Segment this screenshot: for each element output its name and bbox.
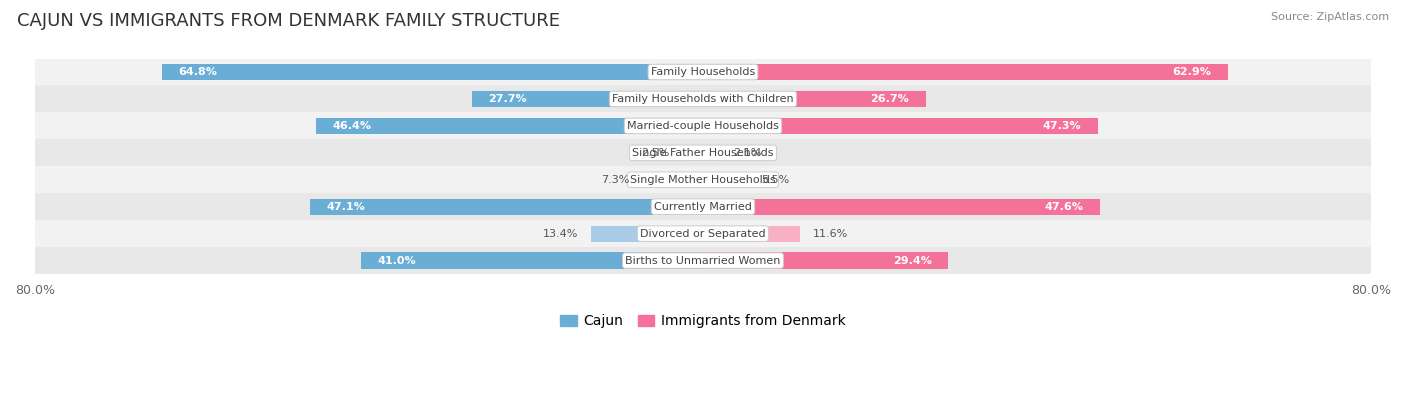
Bar xyxy=(35,247,1371,274)
Text: 47.3%: 47.3% xyxy=(1043,121,1081,131)
Text: Currently Married: Currently Married xyxy=(654,202,752,212)
Bar xyxy=(591,226,703,242)
Bar xyxy=(703,118,1098,134)
Bar xyxy=(471,91,703,107)
Text: 47.6%: 47.6% xyxy=(1045,202,1084,212)
Text: Single Mother Households: Single Mother Households xyxy=(630,175,776,185)
Text: Family Households with Children: Family Households with Children xyxy=(612,94,794,104)
Text: Source: ZipAtlas.com: Source: ZipAtlas.com xyxy=(1271,12,1389,22)
Text: Births to Unmarried Women: Births to Unmarried Women xyxy=(626,256,780,265)
Text: 64.8%: 64.8% xyxy=(179,67,218,77)
Text: Single Father Households: Single Father Households xyxy=(633,148,773,158)
Text: Divorced or Separated: Divorced or Separated xyxy=(640,229,766,239)
Bar xyxy=(162,64,703,80)
Text: 27.7%: 27.7% xyxy=(488,94,527,104)
Bar xyxy=(35,139,1371,166)
Bar xyxy=(703,172,749,188)
Bar xyxy=(35,58,1371,85)
Bar xyxy=(309,199,703,215)
Text: 26.7%: 26.7% xyxy=(870,94,910,104)
Text: Married-couple Households: Married-couple Households xyxy=(627,121,779,131)
Bar xyxy=(35,113,1371,139)
Bar xyxy=(703,199,1101,215)
Bar xyxy=(703,145,720,161)
Bar xyxy=(703,252,949,269)
Bar xyxy=(361,252,703,269)
Text: 47.1%: 47.1% xyxy=(326,202,366,212)
Text: 2.5%: 2.5% xyxy=(641,148,669,158)
Text: 13.4%: 13.4% xyxy=(543,229,579,239)
Bar xyxy=(35,220,1371,247)
Bar xyxy=(643,172,703,188)
Bar xyxy=(703,226,800,242)
Text: 7.3%: 7.3% xyxy=(602,175,630,185)
Bar xyxy=(35,85,1371,113)
Text: 41.0%: 41.0% xyxy=(377,256,416,265)
Text: 62.9%: 62.9% xyxy=(1173,67,1212,77)
Bar xyxy=(35,193,1371,220)
Bar xyxy=(703,64,1229,80)
Bar xyxy=(35,166,1371,193)
Text: 11.6%: 11.6% xyxy=(813,229,848,239)
Bar xyxy=(682,145,703,161)
Text: Family Households: Family Households xyxy=(651,67,755,77)
Text: 46.4%: 46.4% xyxy=(332,121,371,131)
Text: 2.1%: 2.1% xyxy=(733,148,762,158)
Text: 5.5%: 5.5% xyxy=(762,175,790,185)
Text: 29.4%: 29.4% xyxy=(893,256,932,265)
Bar xyxy=(703,91,927,107)
Bar xyxy=(315,118,703,134)
Text: CAJUN VS IMMIGRANTS FROM DENMARK FAMILY STRUCTURE: CAJUN VS IMMIGRANTS FROM DENMARK FAMILY … xyxy=(17,12,560,30)
Legend: Cajun, Immigrants from Denmark: Cajun, Immigrants from Denmark xyxy=(554,308,852,334)
